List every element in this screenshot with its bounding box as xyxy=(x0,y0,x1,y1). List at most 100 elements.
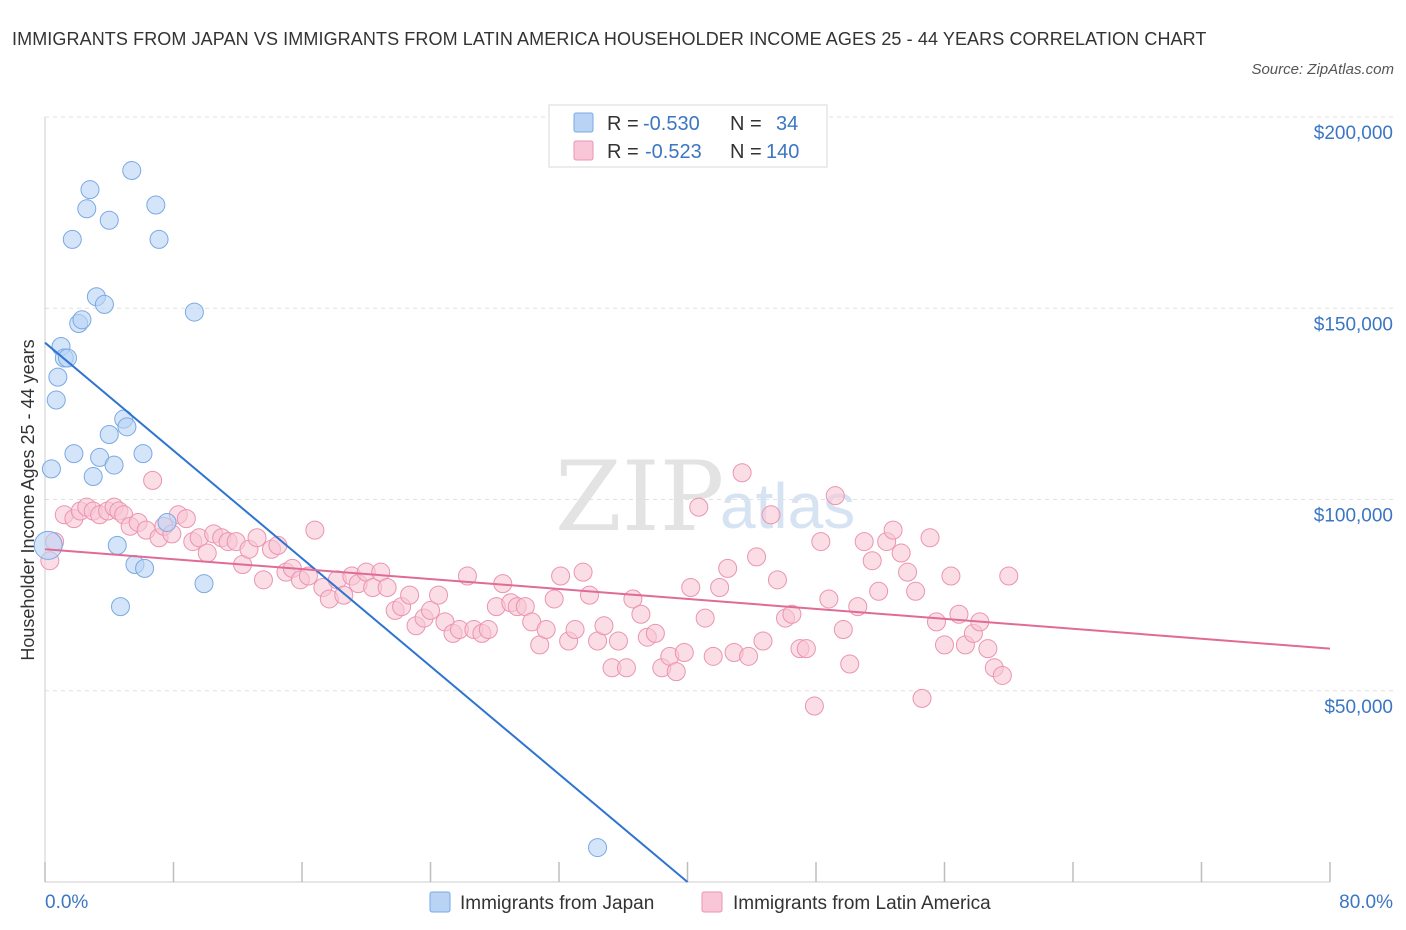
japan-point xyxy=(107,535,127,555)
latin-america-point xyxy=(898,562,918,582)
latin-america-point xyxy=(176,509,196,529)
japan-point xyxy=(46,390,66,410)
japan-point xyxy=(62,229,82,249)
source-label: Source: ZipAtlas.com xyxy=(1251,61,1394,78)
latin-america-point xyxy=(536,620,556,640)
latin-america-point xyxy=(247,528,267,548)
latin-america-point xyxy=(935,635,954,655)
y-tick-label: $100,000 xyxy=(1314,506,1393,527)
trend-lines xyxy=(44,341,1331,883)
legend-swatch-latin xyxy=(573,140,594,161)
latin-america-point xyxy=(666,662,686,682)
japan-point xyxy=(72,310,92,330)
latin-america-point xyxy=(825,486,845,506)
japan-points xyxy=(33,161,608,858)
latin-america-point xyxy=(580,585,600,605)
latin-america-point xyxy=(840,654,860,674)
japan-point xyxy=(99,210,119,230)
latin-america-point xyxy=(833,620,853,640)
latin-america-point xyxy=(926,612,946,632)
latin-america-point xyxy=(551,566,571,586)
legend-label-japan: Immigrants from Japan xyxy=(460,893,654,914)
latin-america-point xyxy=(478,620,498,640)
japan-point xyxy=(588,838,608,858)
latin-america-point xyxy=(681,577,701,597)
legend-swatch-japan xyxy=(573,112,594,133)
japan-point xyxy=(80,180,100,200)
latin-america-point xyxy=(703,646,723,666)
chart-title: IMMIGRANTS FROM JAPAN VS IMMIGRANTS FROM… xyxy=(12,29,1207,49)
latin-america-point xyxy=(869,581,889,601)
latin-america-point xyxy=(695,608,715,628)
latin-america-point xyxy=(377,577,397,597)
legend-r-label-japan: R = xyxy=(607,113,639,135)
japan-point xyxy=(110,597,130,617)
latin-america-point xyxy=(421,600,440,620)
japan-point xyxy=(194,574,214,594)
latin-america-point xyxy=(674,643,694,662)
latin-america-point xyxy=(883,520,903,540)
japan-point xyxy=(64,444,84,464)
latin-america-point xyxy=(782,604,802,624)
japan-point xyxy=(122,161,142,181)
latin-america-point xyxy=(992,665,1012,685)
x-tick-labels: 0.0% 80.0% xyxy=(45,892,1393,913)
latin-america-point xyxy=(143,470,163,490)
latin-america-point xyxy=(565,620,585,640)
latin-america-point xyxy=(978,639,998,659)
latin-america-point xyxy=(573,562,593,582)
y-tick-label: $50,000 xyxy=(1324,697,1393,718)
latin-america-point xyxy=(457,566,477,586)
latin-america-point xyxy=(400,585,420,605)
gridlines xyxy=(45,116,1395,692)
latin-america-point xyxy=(594,616,614,636)
legend-n-value-latin: 140 xyxy=(766,141,799,163)
japan-point xyxy=(133,444,153,464)
y-tick-labels: $50,000 $100,000 $150,000 $200,000 xyxy=(1314,123,1393,718)
legend-swatch-japan-bottom xyxy=(429,891,451,913)
latin-america-trend-line xyxy=(44,548,1331,650)
latin-america-point xyxy=(753,631,773,651)
latin-america-point xyxy=(999,566,1019,586)
latin-america-point xyxy=(796,639,816,659)
latin-america-point xyxy=(811,532,831,552)
latin-america-point xyxy=(804,696,824,716)
latin-america-point xyxy=(298,566,318,586)
japan-point xyxy=(41,459,61,479)
latin-america-point xyxy=(891,543,911,563)
legend-n-value-japan: 34 xyxy=(776,113,798,135)
legend-label-latin: Immigrants from Latin America xyxy=(733,893,991,914)
latin-america-point xyxy=(912,688,932,708)
latin-america-point xyxy=(645,623,665,643)
latin-america-point xyxy=(920,528,940,548)
correlation-legend: R = -0.530 N = 34 R = -0.523 N = 140 xyxy=(548,104,828,168)
japan-point xyxy=(117,417,137,437)
latin-america-point xyxy=(862,551,882,571)
japan-point xyxy=(33,530,63,560)
latin-america-point xyxy=(197,543,217,563)
latin-america-point xyxy=(819,589,839,609)
legend-r-value-japan: -0.530 xyxy=(643,113,700,135)
watermark-zip: ZIP xyxy=(555,441,724,553)
japan-point xyxy=(99,424,119,444)
y-axis-label: Householder Income Ages 25 - 44 years xyxy=(18,339,38,660)
japan-point xyxy=(94,294,114,314)
latin-america-point xyxy=(253,570,273,590)
y-tick-label: $150,000 xyxy=(1314,314,1393,335)
japan-trend-line xyxy=(44,341,689,883)
legend-n-label-latin: N = xyxy=(730,141,762,163)
watermark: ZIP atlas xyxy=(555,441,855,553)
legend-r-value-latin: -0.523 xyxy=(645,141,702,163)
y-tick-label: $200,000 xyxy=(1314,123,1393,144)
x-tick-label: 80.0% xyxy=(1339,892,1393,913)
latin-america-point xyxy=(305,520,325,540)
latin-america-point xyxy=(710,577,730,597)
japan-point xyxy=(135,558,155,578)
latin-america-point xyxy=(767,570,787,590)
latin-america-point xyxy=(747,547,767,567)
legend-n-label-japan: N = xyxy=(730,113,762,135)
latin-america-point xyxy=(941,566,961,586)
japan-point xyxy=(157,512,177,532)
latin-america-point xyxy=(429,585,449,605)
